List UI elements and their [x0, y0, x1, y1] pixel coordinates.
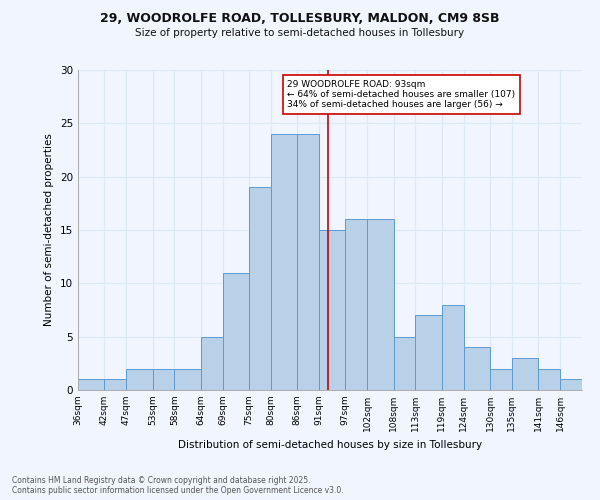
Bar — [490, 368, 512, 390]
Bar — [538, 368, 560, 390]
Bar — [560, 380, 582, 390]
Bar — [223, 272, 249, 390]
Bar — [201, 336, 223, 390]
Bar — [297, 134, 319, 390]
Bar — [152, 368, 175, 390]
Bar — [126, 368, 152, 390]
Bar — [346, 220, 367, 390]
Bar — [271, 134, 297, 390]
Bar — [367, 220, 394, 390]
Bar — [415, 316, 442, 390]
Text: Contains HM Land Registry data © Crown copyright and database right 2025.: Contains HM Land Registry data © Crown c… — [12, 476, 311, 485]
Text: 29 WOODROLFE ROAD: 93sqm
← 64% of semi-detached houses are smaller (107)
34% of : 29 WOODROLFE ROAD: 93sqm ← 64% of semi-d… — [287, 80, 515, 110]
Bar — [442, 304, 464, 390]
Text: Contains public sector information licensed under the Open Government Licence v3: Contains public sector information licen… — [12, 486, 344, 495]
Bar — [319, 230, 346, 390]
Bar — [394, 336, 415, 390]
Bar — [104, 380, 126, 390]
Bar — [78, 380, 104, 390]
Bar — [464, 348, 490, 390]
Text: Size of property relative to semi-detached houses in Tollesbury: Size of property relative to semi-detach… — [136, 28, 464, 38]
Y-axis label: Number of semi-detached properties: Number of semi-detached properties — [44, 134, 55, 326]
Text: 29, WOODROLFE ROAD, TOLLESBURY, MALDON, CM9 8SB: 29, WOODROLFE ROAD, TOLLESBURY, MALDON, … — [100, 12, 500, 26]
Bar — [249, 188, 271, 390]
Bar — [175, 368, 201, 390]
X-axis label: Distribution of semi-detached houses by size in Tollesbury: Distribution of semi-detached houses by … — [178, 440, 482, 450]
Bar — [512, 358, 538, 390]
